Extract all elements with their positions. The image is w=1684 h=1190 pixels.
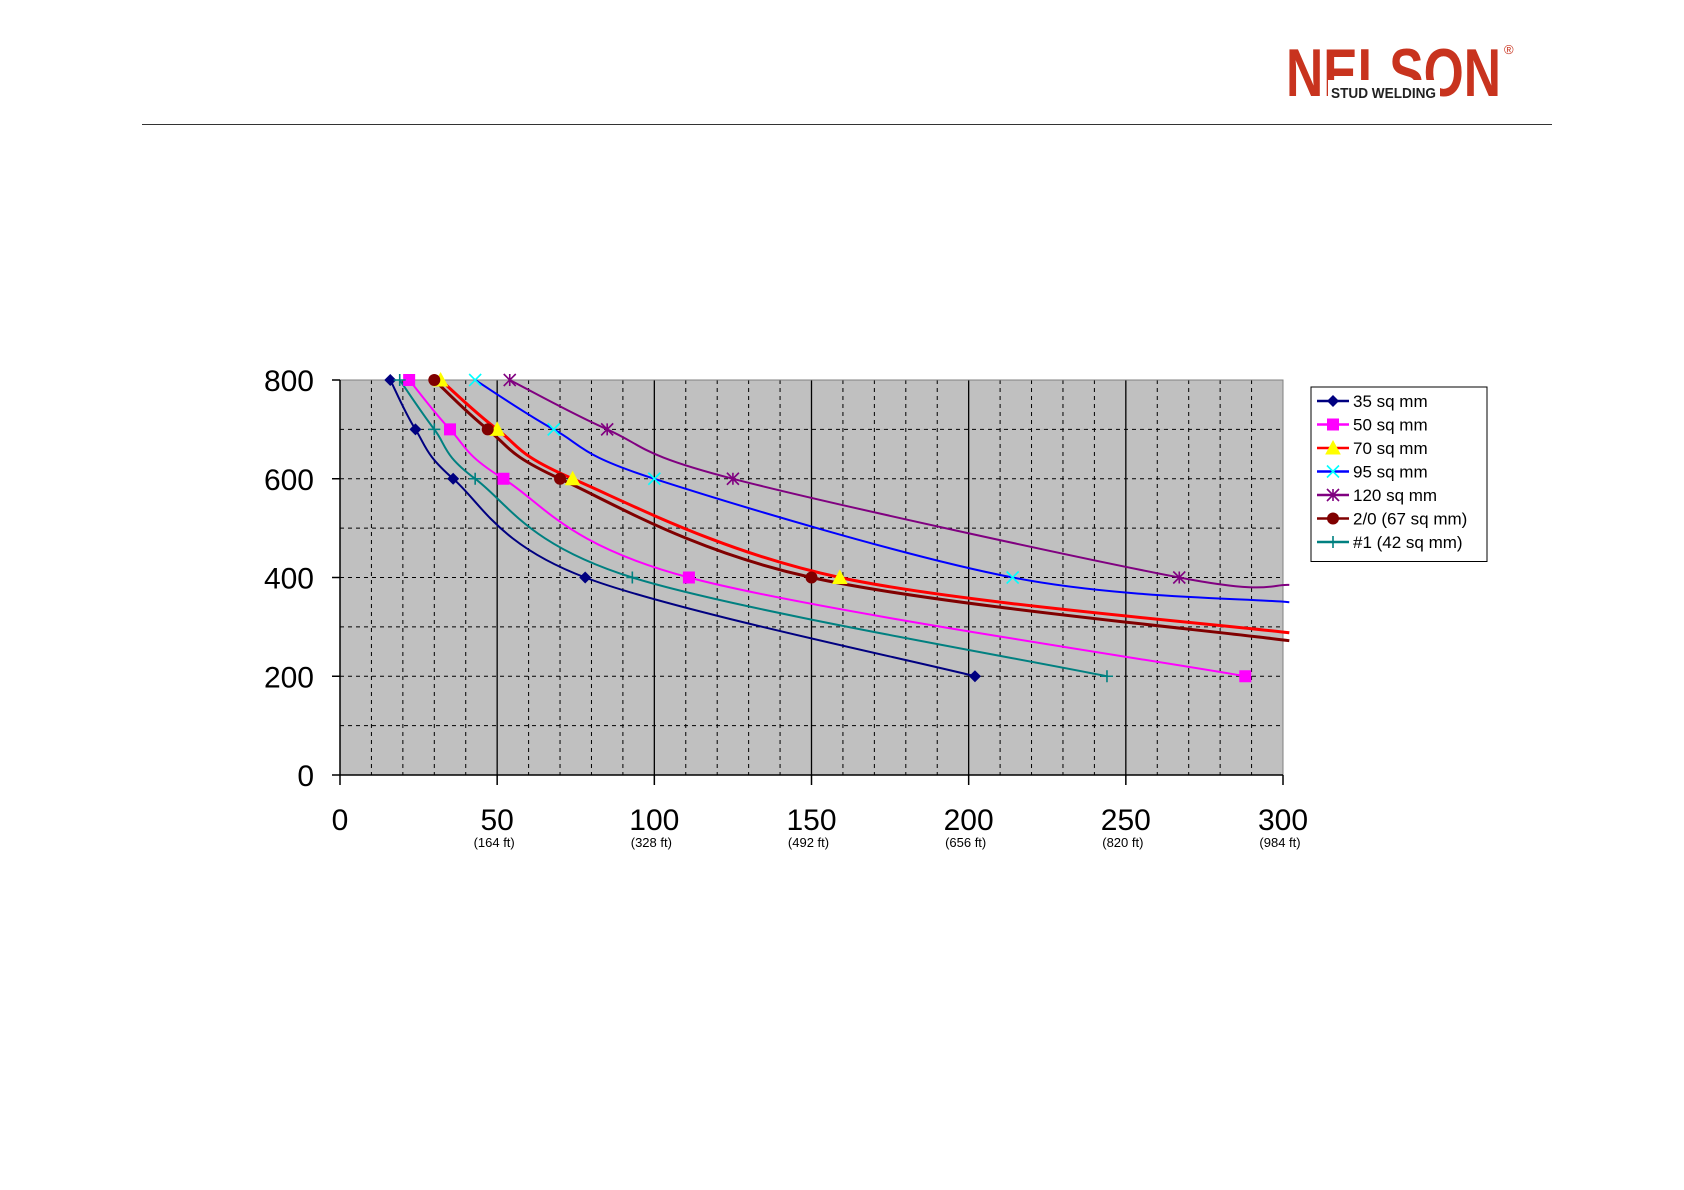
legend-label: 120 sq mm	[1353, 486, 1437, 505]
legend-marker-2-0-67-sq-mm	[1327, 512, 1339, 525]
data-point-1-42-sq-mm	[1100, 670, 1113, 683]
legend-label: 70 sq mm	[1353, 439, 1428, 458]
x-tick-label: 0	[332, 804, 349, 837]
data-point-70-sq-mm	[831, 569, 848, 584]
data-point-1-42-sq-mm	[393, 374, 406, 386]
x-sub-label: (328 ft)	[631, 835, 672, 850]
logo-registered-mark: ®	[1504, 42, 1514, 57]
data-point-95-sq-mm	[1006, 570, 1020, 585]
data-point-2-0-67-sq-mm	[805, 571, 818, 584]
data-point-1-42-sq-mm	[428, 423, 441, 436]
series-line-120-sq-mm	[509, 379, 1290, 589]
data-point-35-sq-mm	[384, 374, 397, 386]
data-point-50-sq-mm	[682, 571, 695, 584]
legend-marker-70-sq-mm	[1325, 439, 1341, 455]
x-tick-label: 50	[480, 804, 513, 837]
x-tick-label: 250	[1101, 804, 1151, 837]
y-tick-label: 400	[264, 563, 314, 596]
data-point-95-sq-mm	[468, 373, 482, 387]
x-tick-label: 300	[1258, 804, 1308, 837]
legend-marker-35-sq-mm	[1327, 395, 1339, 407]
legend-label: 35 sq mm	[1353, 392, 1428, 411]
x-sub-label: (984 ft)	[1259, 835, 1300, 850]
y-tick-label: 800	[264, 365, 314, 398]
nelson-logo: NELSON STUD WELDING ®	[1286, 35, 1516, 111]
data-point-35-sq-mm	[968, 670, 981, 683]
x-sub-label: (820 ft)	[1102, 835, 1143, 850]
x-sub-label: (164 ft)	[474, 835, 515, 850]
legend-box	[1310, 386, 1488, 562]
x-tick-label: 200	[944, 804, 994, 837]
legend-marker-50-sq-mm	[1327, 418, 1339, 431]
x-tick-label: 100	[629, 804, 679, 837]
data-point-2-0-67-sq-mm	[428, 374, 441, 386]
data-point-95-sq-mm	[547, 422, 561, 436]
legend-label: 50 sq mm	[1353, 416, 1428, 435]
legend-marker-95-sq-mm	[1326, 464, 1340, 479]
y-tick-label: 0	[297, 760, 314, 793]
data-point-50-sq-mm	[444, 423, 457, 436]
logo-tagline: STUD WELDING	[1331, 85, 1436, 102]
data-point-1-42-sq-mm	[469, 472, 482, 485]
data-point-95-sq-mm	[647, 472, 661, 486]
legend-label: 2/0 (67 sq mm)	[1353, 510, 1467, 529]
data-point-50-sq-mm	[1239, 670, 1252, 683]
data-point-120-sq-mm	[600, 422, 614, 436]
legend-marker-120-sq-mm	[1326, 488, 1340, 502]
data-point-35-sq-mm	[409, 423, 422, 436]
x-sub-label: (656 ft)	[945, 835, 986, 850]
data-point-50-sq-mm	[403, 374, 416, 386]
data-point-120-sq-mm	[1172, 570, 1186, 585]
data-point-1-42-sq-mm	[626, 571, 639, 584]
data-point-70-sq-mm	[564, 470, 581, 486]
data-point-35-sq-mm	[579, 571, 592, 584]
header-divider	[142, 124, 1552, 125]
legend-label: 95 sq mm	[1353, 463, 1428, 482]
x-tick-label: 150	[786, 804, 836, 837]
data-point-35-sq-mm	[447, 472, 460, 485]
data-point-2-0-67-sq-mm	[481, 423, 494, 436]
legend-label: #1 (42 sq mm)	[1353, 533, 1463, 552]
y-tick-label: 200	[264, 661, 314, 694]
data-point-120-sq-mm	[503, 373, 517, 387]
y-tick-label: 600	[264, 464, 314, 497]
legend-marker-1-42-sq-mm	[1327, 536, 1339, 548]
data-point-120-sq-mm	[726, 472, 740, 486]
data-point-2-0-67-sq-mm	[554, 472, 567, 485]
x-sub-label: (492 ft)	[788, 835, 829, 850]
data-point-50-sq-mm	[497, 472, 510, 485]
